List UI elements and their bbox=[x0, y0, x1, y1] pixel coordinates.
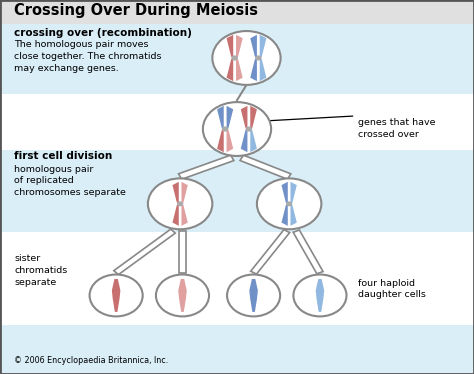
Polygon shape bbox=[291, 205, 297, 226]
Polygon shape bbox=[227, 35, 233, 57]
Polygon shape bbox=[179, 231, 186, 273]
Polygon shape bbox=[227, 130, 233, 152]
Polygon shape bbox=[241, 130, 247, 152]
Circle shape bbox=[257, 178, 321, 229]
Bar bbox=[0, 24, 474, 94]
Polygon shape bbox=[114, 229, 175, 275]
Polygon shape bbox=[173, 182, 179, 203]
Polygon shape bbox=[227, 106, 233, 128]
Circle shape bbox=[286, 201, 292, 206]
Circle shape bbox=[212, 31, 281, 85]
Circle shape bbox=[227, 275, 280, 316]
Polygon shape bbox=[227, 59, 233, 81]
Bar bbox=[0, 325, 474, 374]
Polygon shape bbox=[182, 182, 188, 203]
Text: first cell division: first cell division bbox=[14, 151, 112, 162]
Bar bbox=[0, 0, 474, 24]
Polygon shape bbox=[182, 205, 188, 226]
Circle shape bbox=[203, 102, 271, 156]
Polygon shape bbox=[250, 59, 257, 81]
Bar bbox=[0, 94, 474, 150]
Polygon shape bbox=[250, 35, 257, 57]
Text: sister
chromatids
separate: sister chromatids separate bbox=[14, 254, 67, 287]
Circle shape bbox=[177, 201, 183, 206]
Polygon shape bbox=[282, 205, 288, 226]
Circle shape bbox=[90, 275, 143, 316]
Circle shape bbox=[148, 178, 212, 229]
Circle shape bbox=[255, 55, 262, 61]
Polygon shape bbox=[282, 182, 288, 203]
Text: four haploid
daughter cells: four haploid daughter cells bbox=[358, 279, 426, 300]
Text: © 2006 Encyclopaedia Britannica, Inc.: © 2006 Encyclopaedia Britannica, Inc. bbox=[14, 356, 168, 365]
Text: Crossing Over During Meiosis: Crossing Over During Meiosis bbox=[14, 3, 258, 18]
Polygon shape bbox=[250, 106, 257, 128]
Polygon shape bbox=[217, 130, 224, 152]
Circle shape bbox=[222, 126, 228, 132]
Polygon shape bbox=[293, 230, 323, 274]
Polygon shape bbox=[291, 182, 297, 203]
Bar bbox=[0, 150, 474, 232]
Polygon shape bbox=[249, 279, 258, 312]
Circle shape bbox=[156, 275, 209, 316]
Polygon shape bbox=[173, 205, 179, 226]
Bar bbox=[0, 232, 474, 325]
Polygon shape bbox=[241, 106, 247, 128]
Circle shape bbox=[231, 55, 238, 61]
Text: crossing over (recombination): crossing over (recombination) bbox=[14, 28, 192, 38]
Polygon shape bbox=[260, 59, 266, 81]
Polygon shape bbox=[217, 106, 224, 128]
Text: homologous pair
of replicated
chromosomes separate: homologous pair of replicated chromosome… bbox=[14, 165, 126, 197]
Polygon shape bbox=[250, 130, 257, 152]
Polygon shape bbox=[112, 279, 120, 312]
Polygon shape bbox=[260, 35, 266, 57]
Circle shape bbox=[293, 275, 346, 316]
Text: The homologous pair moves
close together. The chromatids
may exchange genes.: The homologous pair moves close together… bbox=[14, 40, 162, 73]
Polygon shape bbox=[251, 230, 290, 274]
Polygon shape bbox=[178, 279, 187, 312]
Text: genes that have
crossed over: genes that have crossed over bbox=[358, 118, 436, 139]
Polygon shape bbox=[316, 279, 324, 312]
Polygon shape bbox=[236, 35, 243, 57]
Circle shape bbox=[246, 126, 252, 132]
Polygon shape bbox=[240, 155, 291, 179]
Polygon shape bbox=[179, 155, 234, 179]
Polygon shape bbox=[236, 59, 243, 81]
